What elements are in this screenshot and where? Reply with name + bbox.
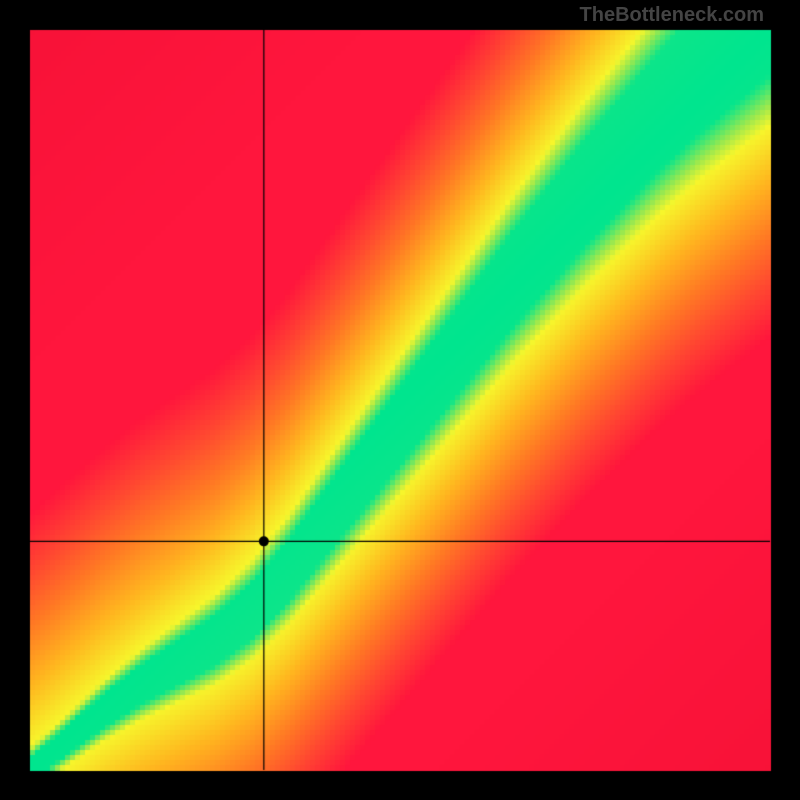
watermark-text: TheBottleneck.com	[580, 4, 764, 27]
heatmap-canvas	[0, 0, 800, 800]
bottleneck-chart: TheBottleneck.com	[0, 0, 800, 800]
